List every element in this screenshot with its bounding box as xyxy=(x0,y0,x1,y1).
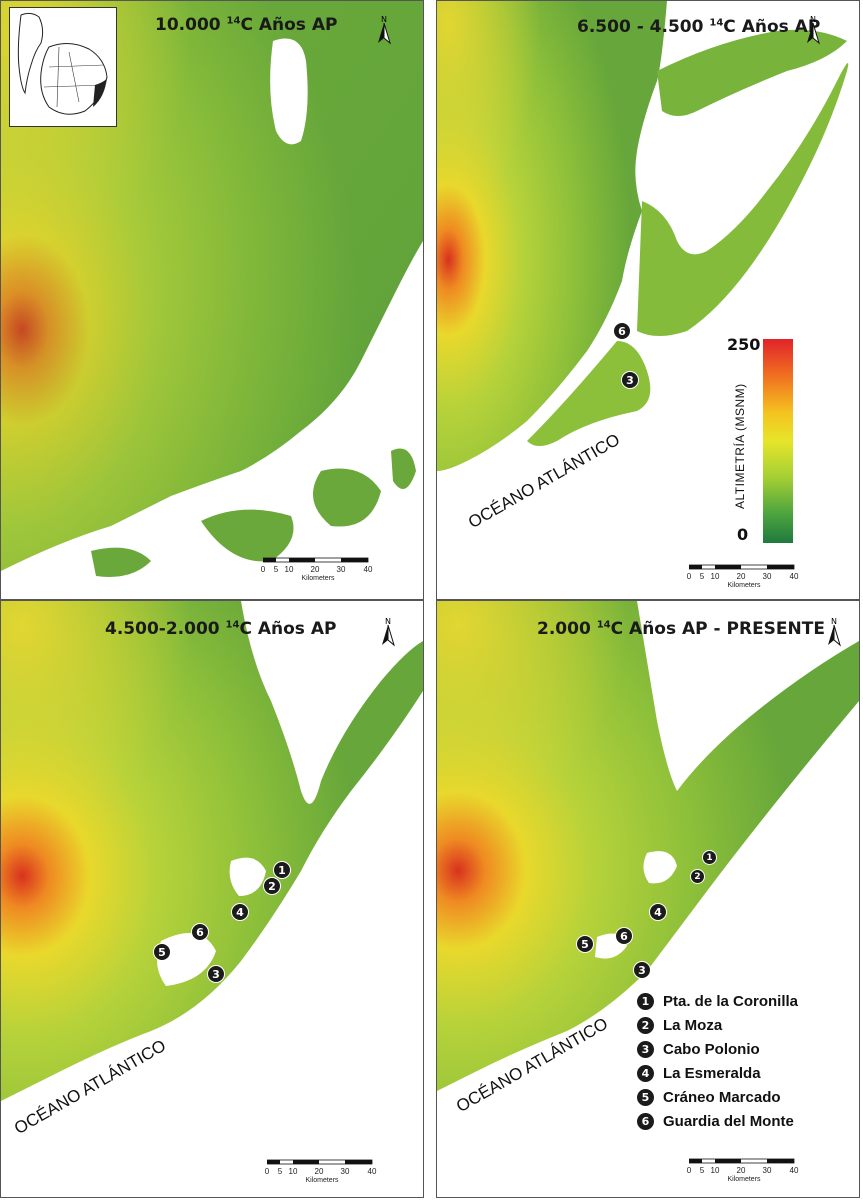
site-marker-3: 3 xyxy=(621,371,639,389)
north-arrow-icon: N xyxy=(825,617,843,647)
title-bold: Años AP xyxy=(258,15,338,35)
lagoon-shape xyxy=(270,38,308,145)
title-bold: Años AP xyxy=(741,17,821,37)
site-marker-2: 2 xyxy=(263,877,281,895)
inset-locator-map xyxy=(9,7,117,127)
site-marker-1: 1 xyxy=(273,861,291,879)
scale-bar: 0 5 10 20 30 40 Kilometers xyxy=(261,556,373,586)
scale-bar: 0 5 10 20 30 40 Kilometers xyxy=(687,1157,799,1187)
north-arrow-icon: N xyxy=(375,15,393,45)
map-panel-4500: 4.500-2.000 14C Años AP N 1 2 4 6 5 3 OC… xyxy=(0,600,424,1198)
site-marker-6: 6 xyxy=(191,923,209,941)
panel-title: 10.000 14C Años AP xyxy=(155,15,338,35)
site-marker-4: 4 xyxy=(231,903,249,921)
altimetry-color-ramp xyxy=(763,339,793,543)
map-panel-6500: 6.500 - 4.500 14C Años AP N 6 3 OCÉANO A… xyxy=(436,0,860,600)
site-marker-6: 6 xyxy=(613,322,631,340)
altimetry-legend: 250 0 ALTIMETRÍA (MSNM) xyxy=(727,335,853,549)
north-arrow-icon: N xyxy=(804,15,822,45)
scale-bar: 0 5 10 20 30 40 Kilometers xyxy=(687,563,799,593)
north-arrow-icon: N xyxy=(379,617,397,647)
map-terrain xyxy=(1,601,423,1197)
site-marker-5: 5 xyxy=(576,935,594,953)
title-bold: Años AP - PRESENTE xyxy=(629,619,825,639)
map-terrain xyxy=(437,1,859,599)
site-marker-6: 6 xyxy=(615,927,633,945)
site-marker-3: 3 xyxy=(633,961,651,979)
panel-title: 6.500 - 4.500 14C Años AP xyxy=(577,17,821,37)
site-marker-4: 4 xyxy=(649,903,667,921)
map-panel-10000: 10.000 14C Años AP N 0 5 10 20 30 40 Kilomete… xyxy=(0,0,424,600)
title-bold: Años AP xyxy=(257,619,337,639)
site-marker-2: 2 xyxy=(690,869,705,884)
site-marker-5: 5 xyxy=(153,943,171,961)
panel-title: 2.000 14C Años AP - PRESENTE xyxy=(537,619,825,639)
site-marker-1: 1 xyxy=(702,850,717,865)
map-panel-2000-present: 2.000 14C Años AP - PRESENTE N 1 2 4 6 5… xyxy=(436,600,860,1198)
site-marker-3: 3 xyxy=(207,965,225,983)
panel-title: 4.500-2.000 14C Años AP xyxy=(105,619,337,639)
sites-legend: 1 Pta. de la Coronilla 2 La Moza 3 Cabo Pol… xyxy=(637,991,852,1141)
scale-bar: 0 5 10 20 30 40 Kilometers xyxy=(265,1158,377,1188)
